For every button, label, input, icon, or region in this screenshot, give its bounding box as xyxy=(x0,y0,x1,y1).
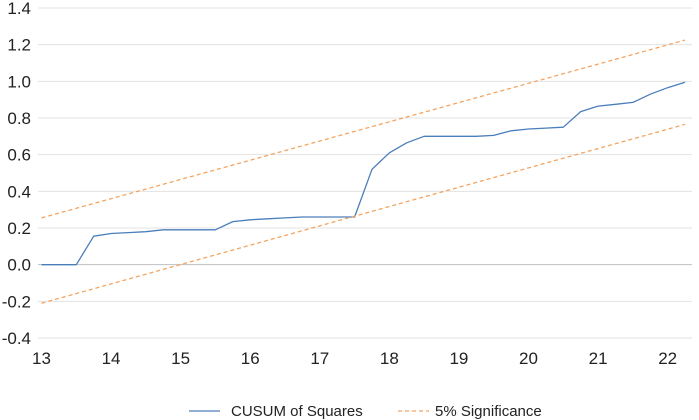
x-tick-label: 20 xyxy=(519,349,538,368)
cusum-line xyxy=(41,81,686,266)
x-tick-label: 19 xyxy=(449,349,468,368)
y-tick-label: 1.0 xyxy=(7,72,31,91)
gridlines xyxy=(38,7,692,339)
y-tick-label: 0.6 xyxy=(7,146,31,165)
legend: CUSUM of Squares 5% Significance xyxy=(189,403,542,420)
x-tick-label: 18 xyxy=(380,349,399,368)
x-tick-label: 14 xyxy=(102,349,121,368)
x-tick-label: 16 xyxy=(241,349,260,368)
legend-label-significance: 5% Significance xyxy=(435,403,542,420)
series-lines xyxy=(41,39,686,304)
legend-label-cusum: CUSUM of Squares xyxy=(231,403,363,420)
x-tick-label: 17 xyxy=(310,349,329,368)
x-tick-label: 15 xyxy=(171,349,190,368)
y-tick-label: 0.4 xyxy=(7,182,31,201)
y-tick-label: 1.4 xyxy=(7,0,31,18)
y-tick-label: 0.2 xyxy=(7,219,31,238)
x-tick-label: 22 xyxy=(658,349,677,368)
significance-bound-line-1 xyxy=(41,39,686,219)
x-tick-label: 21 xyxy=(589,349,608,368)
y-tick-label: 0.8 xyxy=(7,109,31,128)
y-tick-label: 0.0 xyxy=(7,256,31,275)
significance-bound-line-2 xyxy=(41,123,686,304)
y-axis-ticks: 1.4 1.2 1.0 0.8 0.6 0.4 0.2 0.0 -0.2 -0.4 xyxy=(2,0,31,348)
y-tick-label: -0.2 xyxy=(2,292,31,311)
x-tick-label: 13 xyxy=(32,349,51,368)
x-axis-ticks: 13 14 15 16 17 18 19 20 21 22 xyxy=(32,349,677,368)
y-tick-label: 1.2 xyxy=(7,36,31,55)
y-tick-label: -0.4 xyxy=(2,329,31,348)
